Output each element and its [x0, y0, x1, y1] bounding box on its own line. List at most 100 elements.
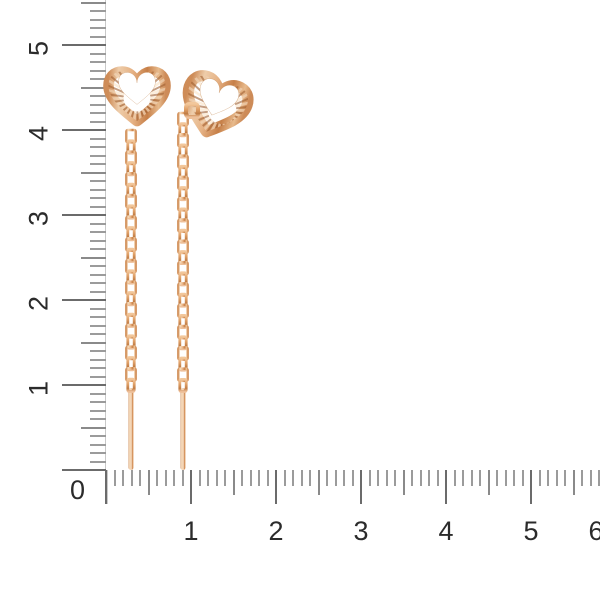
vertical-ruler-label-4: 4	[23, 125, 54, 142]
heart-facet	[147, 104, 166, 120]
heart-facet	[228, 121, 245, 142]
earring-right	[178, 69, 264, 470]
heart-facet	[202, 122, 217, 142]
vertical-ruler-minor-tick	[90, 112, 106, 114]
horizontal-ruler-minor-tick	[572, 470, 575, 495]
chain-link	[126, 139, 136, 155]
chain-link	[177, 282, 189, 297]
heart-facet	[149, 84, 166, 95]
horizontal-ruler-minor-tick	[428, 470, 430, 486]
heart-facet	[145, 107, 165, 122]
horizontal-ruler-label-4: 4	[438, 516, 454, 546]
vertical-ruler-minor-tick	[90, 367, 106, 369]
heart-facet	[233, 117, 252, 135]
horizontal-ruler-minor-tick	[207, 470, 209, 486]
horizontal-ruler-minor-tick	[351, 470, 354, 486]
vertical-ruler-minor-tick	[90, 154, 106, 157]
heart-facet	[230, 78, 252, 101]
chain-link	[178, 377, 188, 393]
horizontal-ruler-minor-tick	[130, 470, 133, 486]
horizontal-ruler-minor-tick	[368, 470, 371, 486]
heart-facet	[180, 112, 209, 123]
heart-facet	[147, 106, 166, 122]
chain-link	[178, 122, 188, 138]
chain-link	[125, 172, 137, 187]
heart-facet	[136, 111, 139, 122]
vertical-ruler-minor-tick	[90, 248, 106, 250]
horizontal-ruler-minor-tick	[173, 470, 175, 486]
vertical-ruler-minor-tick	[90, 358, 106, 361]
vertical-ruler-minor-tick	[90, 35, 106, 38]
chain-link	[125, 280, 137, 296]
horizontal-ruler-minor-tick	[419, 470, 422, 486]
heart-facet	[230, 120, 250, 142]
horizontal-ruler-minor-tick	[496, 470, 498, 486]
vertical-ruler-minor-tick	[90, 27, 106, 29]
heart-facet	[149, 102, 166, 115]
heart-facet	[129, 71, 136, 86]
horizontal-ruler-minor-tick	[241, 470, 243, 486]
heart-facet	[222, 123, 229, 142]
chain-link	[126, 269, 136, 285]
heart-facet	[149, 100, 166, 110]
horizontal-ruler-minor-tick	[581, 470, 583, 486]
horizontal-ruler-minor-tick	[156, 470, 158, 486]
chain-link	[178, 292, 188, 308]
vertical-ruler-minor-tick	[90, 418, 106, 420]
horizontal-ruler-minor-tick	[402, 470, 405, 495]
heart-facet	[179, 110, 208, 117]
chain-link	[126, 377, 136, 393]
chain-link	[126, 226, 136, 242]
chain-link	[177, 239, 189, 255]
vertical-ruler-major-tick	[62, 129, 106, 131]
vertical-ruler-minor-tick	[90, 197, 106, 199]
horizontal-ruler-minor-tick	[215, 470, 218, 486]
heart-facet	[229, 74, 247, 99]
chain-link	[126, 182, 136, 198]
vertical-ruler-spine	[104, 0, 106, 472]
horizontal-ruler-minor-tick	[411, 470, 413, 486]
heart-facet	[210, 72, 220, 97]
vertical-ruler-minor-tick	[90, 443, 106, 446]
chain-link	[177, 260, 189, 276]
horizontal-ruler-minor-tick	[377, 470, 379, 486]
vertical-ruler-minor-tick	[90, 231, 106, 233]
heart-facet	[108, 76, 127, 92]
chain-link	[177, 196, 189, 212]
chain-link	[177, 133, 189, 148]
heart-facet	[140, 110, 150, 122]
chain-link	[178, 228, 188, 244]
heart-facet	[224, 123, 234, 142]
vertical-ruler-minor-tick	[81, 256, 106, 259]
chain-link	[177, 346, 189, 361]
horizontal-ruler-minor-tick	[334, 470, 337, 486]
chain-link	[125, 323, 137, 339]
chain-link	[125, 193, 137, 209]
heart-facet	[213, 123, 221, 142]
horizontal-ruler-minor-tick	[538, 470, 541, 486]
chain-link	[125, 150, 137, 166]
horizontal-ruler-minor-tick	[164, 470, 167, 486]
vertical-ruler-minor-tick	[90, 290, 106, 293]
heart-facet	[221, 72, 224, 96]
vertical-ruler-minor-tick	[90, 307, 106, 310]
horizontal-ruler-minor-tick	[139, 470, 141, 486]
vertical-ruler-minor-tick	[90, 282, 106, 284]
heart-facet	[114, 71, 131, 88]
heart-facet	[135, 71, 138, 85]
heart-facet	[147, 74, 166, 92]
vertical-ruler-minor-tick	[90, 103, 106, 106]
heart-facet	[232, 82, 252, 102]
horizontal-ruler-minor-tick	[300, 470, 303, 486]
heart-facet	[108, 72, 127, 90]
horizontal-ruler-minor-tick	[326, 470, 328, 486]
heart-facet	[235, 109, 252, 113]
vertical-ruler-minor-tick	[81, 1, 106, 4]
vertical-ruler-minor-tick	[81, 86, 106, 89]
vertical-ruler-major-tick	[62, 469, 106, 471]
horizontal-ruler-major-tick	[360, 470, 362, 504]
heart-facet	[199, 73, 216, 99]
horizontal-ruler-minor-tick	[521, 470, 524, 486]
vertical-ruler-minor-tick	[90, 10, 106, 12]
vertical-ruler-minor-tick	[81, 426, 106, 429]
